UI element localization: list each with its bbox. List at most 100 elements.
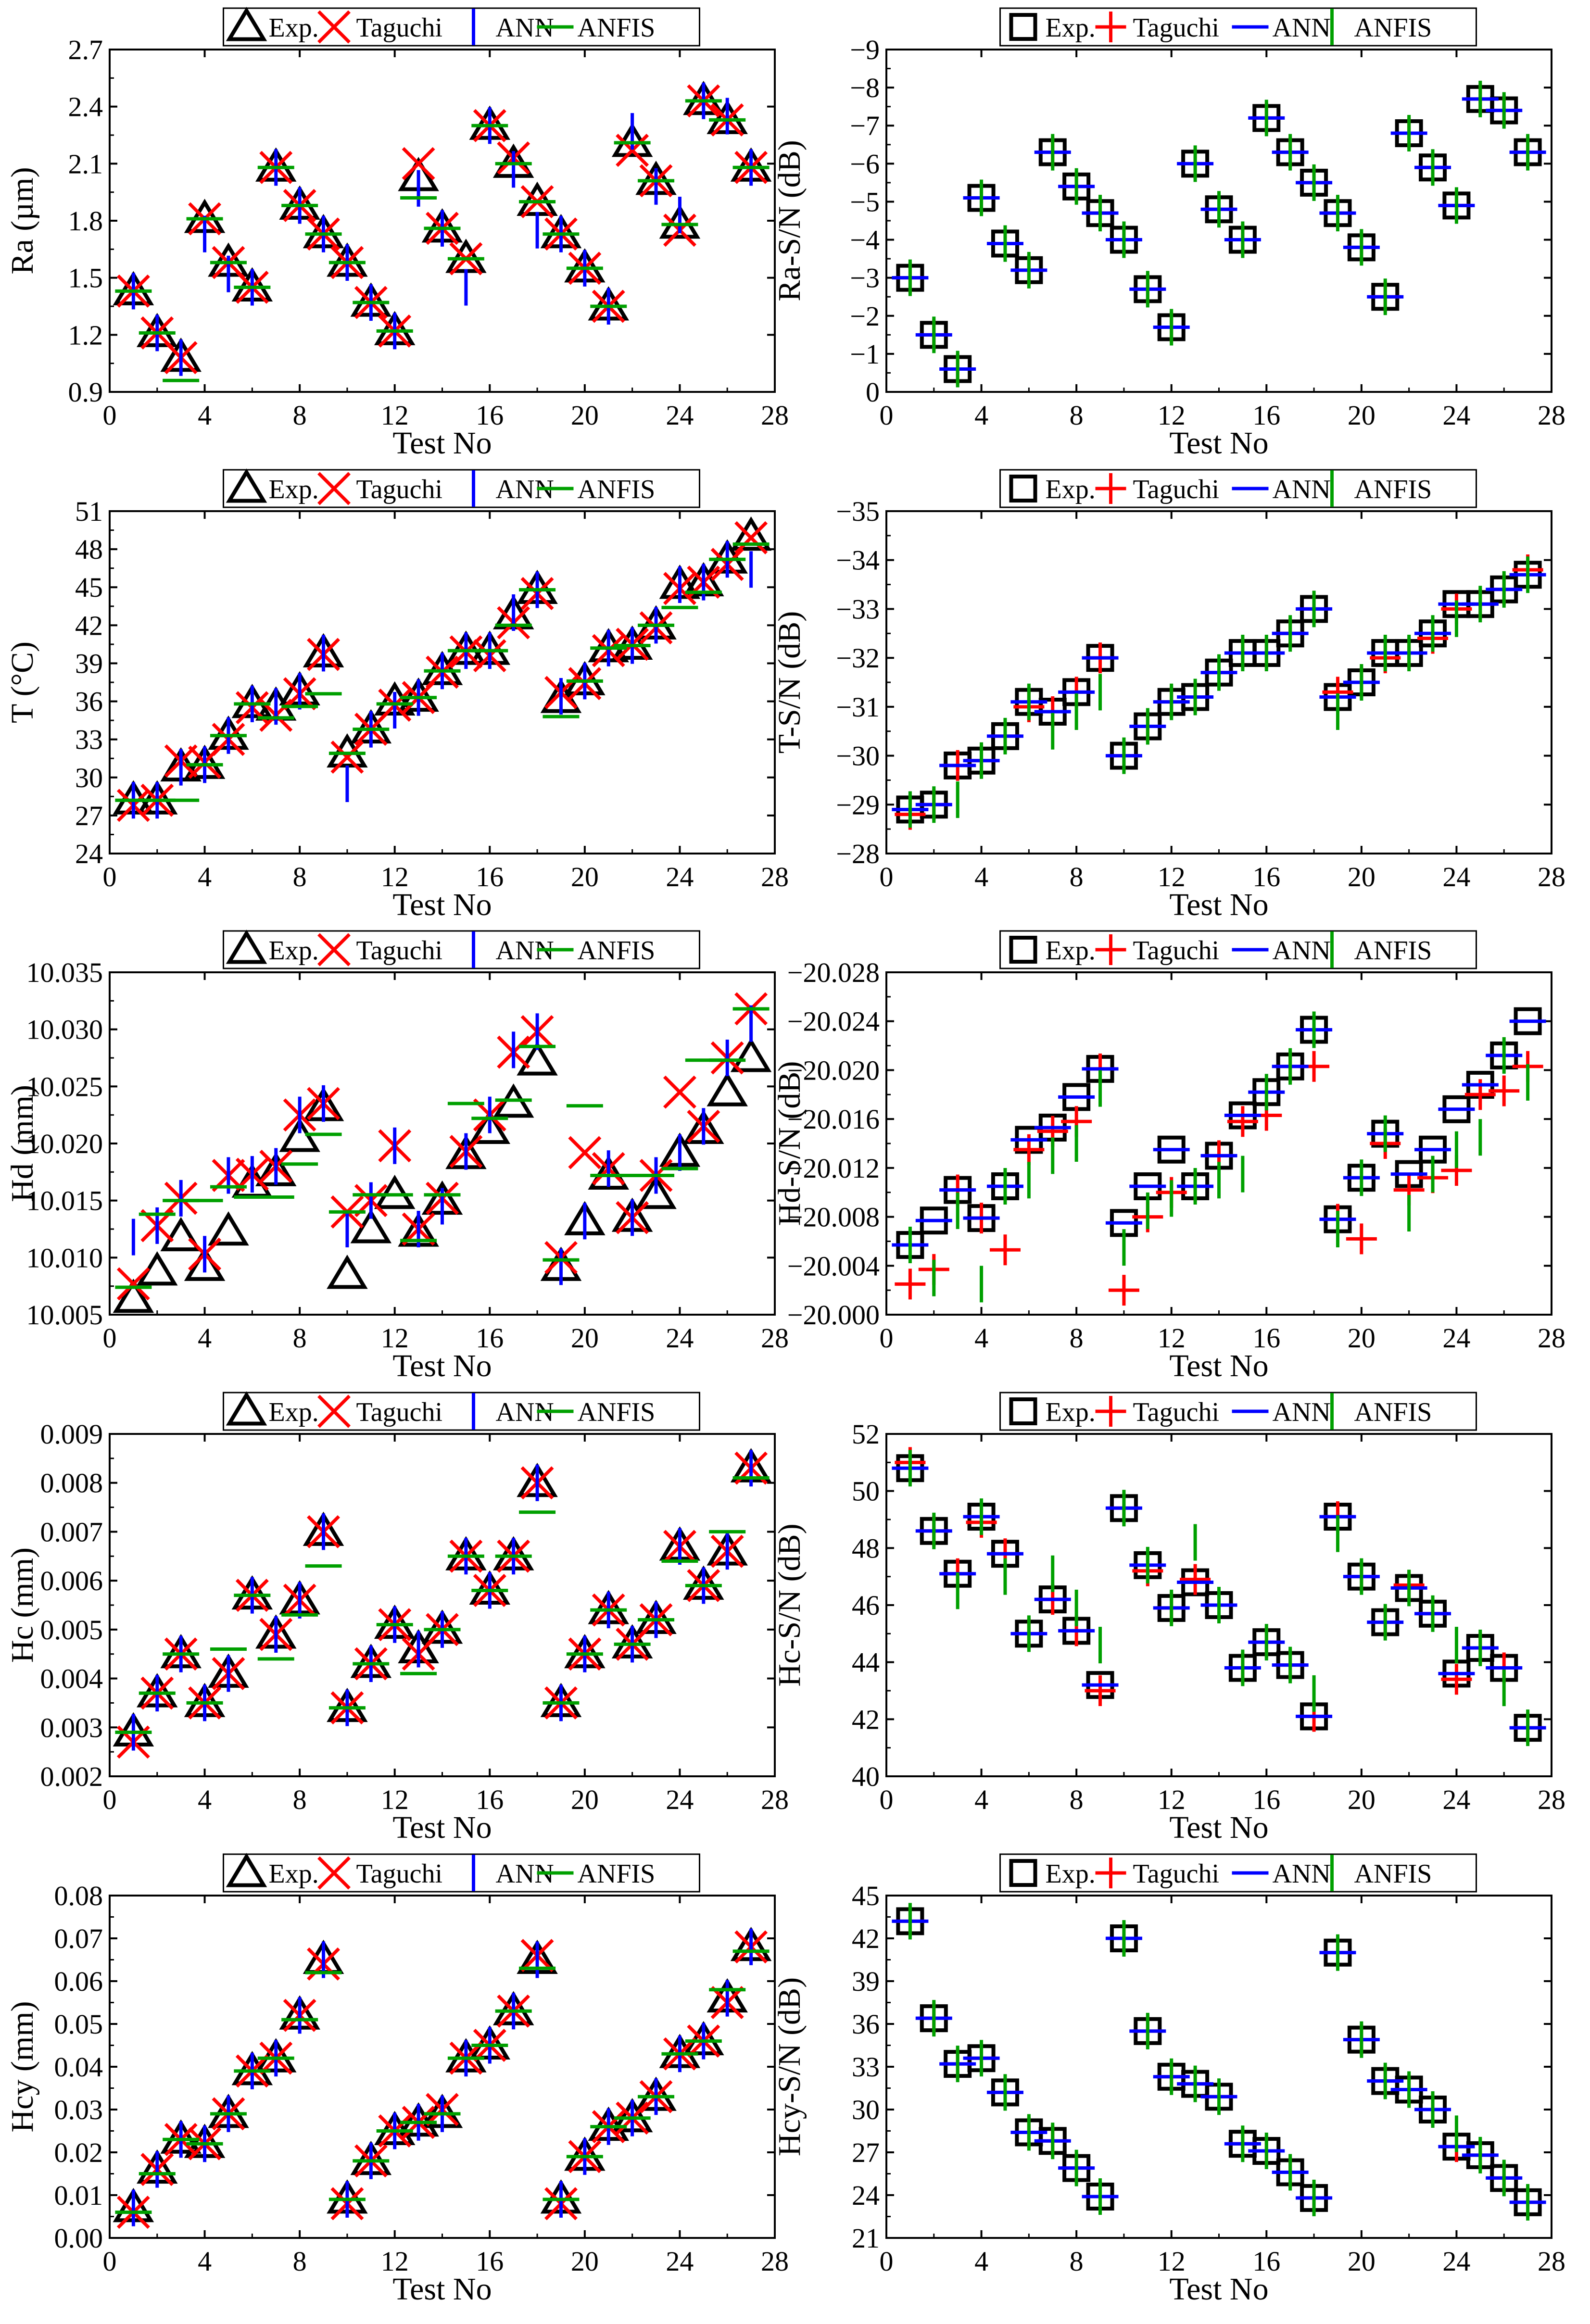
point-exp — [730, 516, 772, 551]
x-tick-label: 0 — [103, 400, 117, 431]
y-tick-label: 10.020 — [26, 1128, 103, 1159]
y-tick-label: 0.03 — [54, 2094, 103, 2125]
x-tick-label: 12 — [1158, 400, 1186, 431]
series-taguchi — [116, 992, 768, 1301]
point-exp — [707, 1072, 748, 1106]
y-tick-label: 0 — [866, 377, 880, 408]
x-tick-label: 28 — [1538, 1322, 1565, 1354]
y-axis-label: Hc (mm) — [5, 1547, 40, 1663]
y-tick-label: 42 — [852, 1704, 880, 1735]
y-tick-label: 0.007 — [40, 1516, 103, 1547]
point-taguchi — [989, 1234, 1021, 1266]
panel-hcy: 0 4 8 12 16 20 24 28 0.00 0.01 0.02 0.03 0.04 0.05 0.0… — [5, 1853, 789, 2307]
point-taguchi — [1108, 1275, 1139, 1306]
x-tick-label: 16 — [476, 400, 504, 431]
point-taguchi — [1441, 1664, 1472, 1695]
legend-label-taguchi: Taguchi — [1133, 936, 1220, 966]
legend: Exp. Taguchi ANN ANFIS — [999, 7, 1477, 47]
series-anfis — [908, 556, 1530, 828]
x-tick-label: 12 — [1158, 1322, 1186, 1354]
legend-item-anfis: ANFIS — [1330, 1393, 1432, 1430]
series-taguchi — [116, 1451, 768, 1759]
y-tick-label: 0.004 — [40, 1663, 103, 1695]
point-taguchi — [402, 147, 435, 180]
y-axis-label: Ra-S/N (dB) — [772, 140, 807, 301]
x-tick-label: 0 — [103, 1784, 117, 1815]
y-tick-label: 0.009 — [40, 1419, 103, 1450]
legend-label-anfis: ANFIS — [578, 936, 656, 966]
x-axis-label: Test No — [392, 1348, 492, 1383]
x-axis-label: Test No — [392, 1810, 492, 1845]
y-tick-label: −9 — [850, 34, 880, 65]
legend-box — [223, 1392, 700, 1431]
y-tick-label: −6 — [850, 148, 880, 179]
point-exp — [588, 1155, 630, 1190]
legend-marker-taguchi — [1095, 1858, 1126, 1888]
legend-item-taguchi: Taguchi — [317, 1394, 442, 1428]
legend-item-ann: ANN — [472, 931, 554, 968]
legend-item-exp: Exp. — [226, 468, 319, 504]
y-tick-label: 0.002 — [40, 1761, 103, 1792]
point-taguchi — [330, 741, 364, 774]
y-tick-label: 48 — [75, 534, 103, 565]
legend-item-ann: ANN — [1232, 1397, 1331, 1427]
x-tick-label: 16 — [476, 1322, 504, 1354]
y-tick-label: 21 — [852, 2223, 880, 2254]
legend-label-exp: Exp. — [1046, 13, 1096, 43]
point-exp — [327, 1255, 368, 1289]
x-tick-label: 20 — [571, 1784, 599, 1815]
point-exp — [160, 1217, 202, 1252]
legend-marker-taguchi — [317, 933, 351, 967]
y-tick-label: 36 — [852, 2009, 880, 2040]
y-tick-label: 0.01 — [54, 2180, 103, 2211]
panel-hcy_sn: 0 4 8 12 16 20 24 28 21 24 27 30 33 36 39 42 45 Test No Hc… — [772, 1853, 1565, 2307]
y-tick-label: −20.004 — [787, 1250, 880, 1281]
legend-item-exp: Exp. — [226, 1391, 319, 1427]
legend-box — [223, 930, 700, 969]
plot-frame — [885, 1895, 1552, 2239]
point-exp — [517, 1041, 558, 1076]
point-taguchi — [568, 1136, 602, 1169]
point-exp — [635, 1175, 677, 1209]
point-taguchi — [1489, 1075, 1520, 1106]
y-tick-label: 30 — [75, 762, 103, 793]
series-ann — [131, 1450, 753, 1751]
y-tick-label: 0.02 — [54, 2137, 103, 2168]
series-anfis — [115, 1949, 770, 2214]
legend: Exp. Taguchi ANN ANFIS — [999, 1392, 1477, 1431]
legend-item-exp: Exp. — [1009, 13, 1096, 43]
x-tick-label: 12 — [1158, 861, 1186, 892]
point-taguchi — [1227, 1106, 1258, 1137]
y-tick-label: −30 — [836, 741, 880, 772]
series-exp — [113, 1927, 772, 2223]
x-tick-label: 4 — [198, 861, 212, 892]
y-tick-label: −20.000 — [787, 1299, 880, 1331]
y-tick-label: −20.016 — [787, 1104, 880, 1135]
x-tick-label: 12 — [381, 2246, 409, 2277]
series-anfis — [115, 542, 770, 802]
legend-label-taguchi: Taguchi — [1133, 475, 1220, 504]
point-taguchi — [1085, 1675, 1116, 1706]
point-exp — [374, 1175, 416, 1209]
legend-label-exp: Exp. — [269, 13, 319, 43]
x-tick-label: 8 — [1070, 1322, 1084, 1354]
y-tick-label: −29 — [836, 789, 880, 820]
legend-label-anfis: ANFIS — [578, 475, 656, 504]
point-taguchi — [663, 1075, 696, 1109]
x-tick-label: 8 — [293, 861, 307, 892]
legend-marker-exp — [226, 7, 267, 41]
legend-item-exp: Exp. — [1009, 1859, 1096, 1889]
legend: Exp. Taguchi ANN ANFIS — [223, 468, 700, 508]
y-tick-label: 0.00 — [54, 2223, 103, 2254]
legend-marker-exp — [1009, 13, 1037, 41]
legend-item-ann: ANN — [1232, 936, 1331, 966]
y-tick-label: 0.9 — [68, 377, 103, 408]
y-tick-label: 2.4 — [68, 91, 103, 123]
x-axis-label: Test No — [1169, 426, 1268, 461]
legend-item-ann: ANN — [1232, 1859, 1331, 1889]
x-tick-label: 12 — [381, 861, 409, 892]
legend-label-anfis: ANFIS — [1354, 1397, 1432, 1427]
legend: Exp. Taguchi ANN ANFIS — [223, 930, 700, 969]
series-anfis — [908, 1011, 1530, 1303]
